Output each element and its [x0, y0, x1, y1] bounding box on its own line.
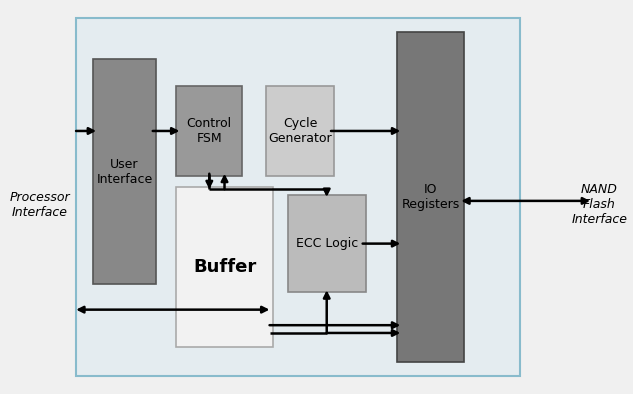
FancyBboxPatch shape — [266, 86, 334, 176]
Text: Buffer: Buffer — [193, 258, 256, 276]
FancyBboxPatch shape — [93, 59, 156, 284]
Text: Control
FSM: Control FSM — [187, 117, 232, 145]
Text: Cycle
Generator: Cycle Generator — [268, 117, 332, 145]
Text: IO
Registers: IO Registers — [401, 183, 460, 211]
Text: ECC Logic: ECC Logic — [296, 237, 358, 250]
FancyBboxPatch shape — [398, 32, 464, 362]
FancyBboxPatch shape — [76, 18, 520, 376]
FancyBboxPatch shape — [177, 86, 242, 176]
FancyBboxPatch shape — [177, 187, 273, 347]
FancyBboxPatch shape — [288, 195, 366, 292]
Text: NAND
Flash
Interface: NAND Flash Interface — [571, 183, 627, 226]
Text: Processor
Interface: Processor Interface — [9, 191, 70, 219]
Text: User
Interface: User Interface — [96, 158, 153, 186]
